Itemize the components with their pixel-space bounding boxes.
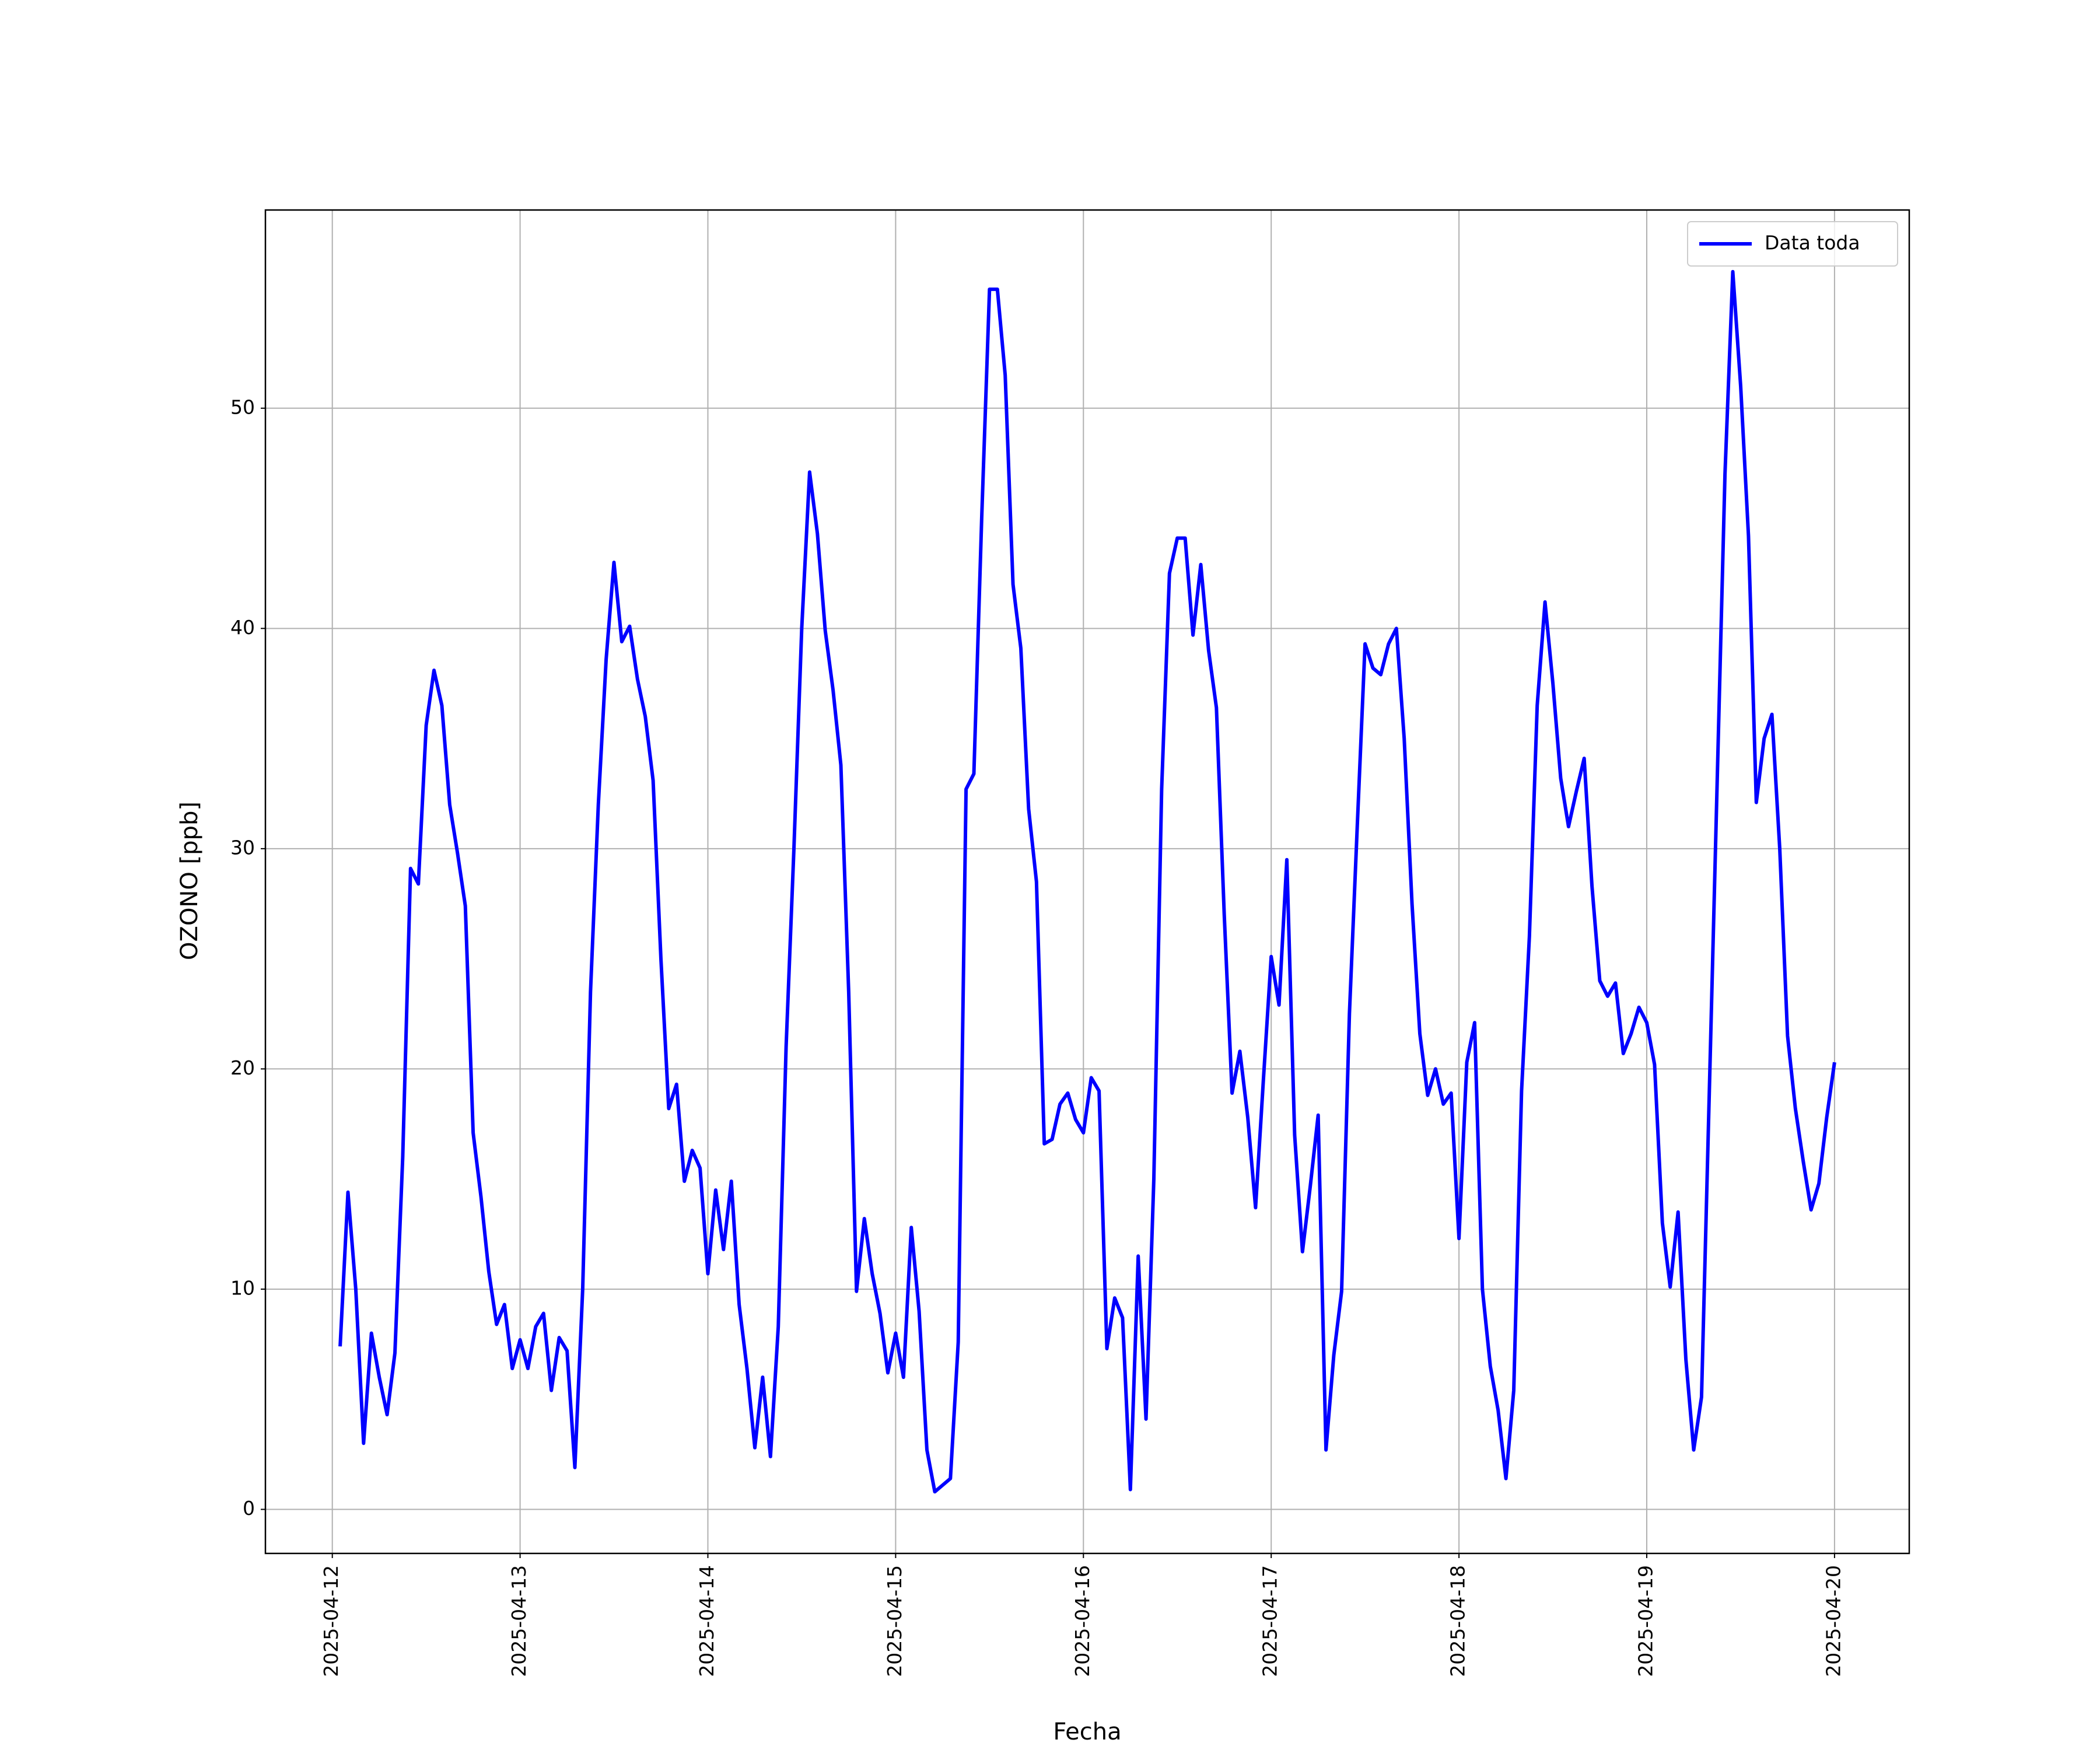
y-tick-label: 50 (230, 396, 255, 418)
x-tick-label: 2025-04-15 (883, 1565, 906, 1677)
legend-label: Data toda (1765, 232, 1860, 254)
legend-box (1687, 221, 1898, 267)
x-tick-label: 2025-04-19 (1634, 1565, 1657, 1677)
x-tick-label: 2025-04-16 (1071, 1565, 1094, 1677)
y-tick-label: 20 (230, 1056, 255, 1079)
x-tick-label: 2025-04-13 (508, 1565, 530, 1677)
x-tick-label: 2025-04-14 (695, 1565, 718, 1677)
plot-frame (264, 209, 1910, 1555)
y-tick-label: 30 (230, 836, 255, 859)
x-tick-label: 2025-04-17 (1259, 1565, 1282, 1677)
data-line (338, 270, 1836, 1494)
x-tick-label: 2025-04-12 (320, 1565, 342, 1677)
x-tick-label: 2025-04-20 (1822, 1565, 1845, 1677)
legend: Data toda (1687, 221, 1898, 267)
x-tick-label: 2025-04-18 (1447, 1565, 1469, 1677)
x-axis-label: Fecha (1053, 1718, 1121, 1745)
y-axis-label: OZONO [ppb] (176, 802, 203, 960)
y-tick-label: 40 (230, 616, 255, 639)
y-tick-label: 10 (230, 1276, 255, 1299)
y-tick-label: 0 (243, 1497, 255, 1520)
